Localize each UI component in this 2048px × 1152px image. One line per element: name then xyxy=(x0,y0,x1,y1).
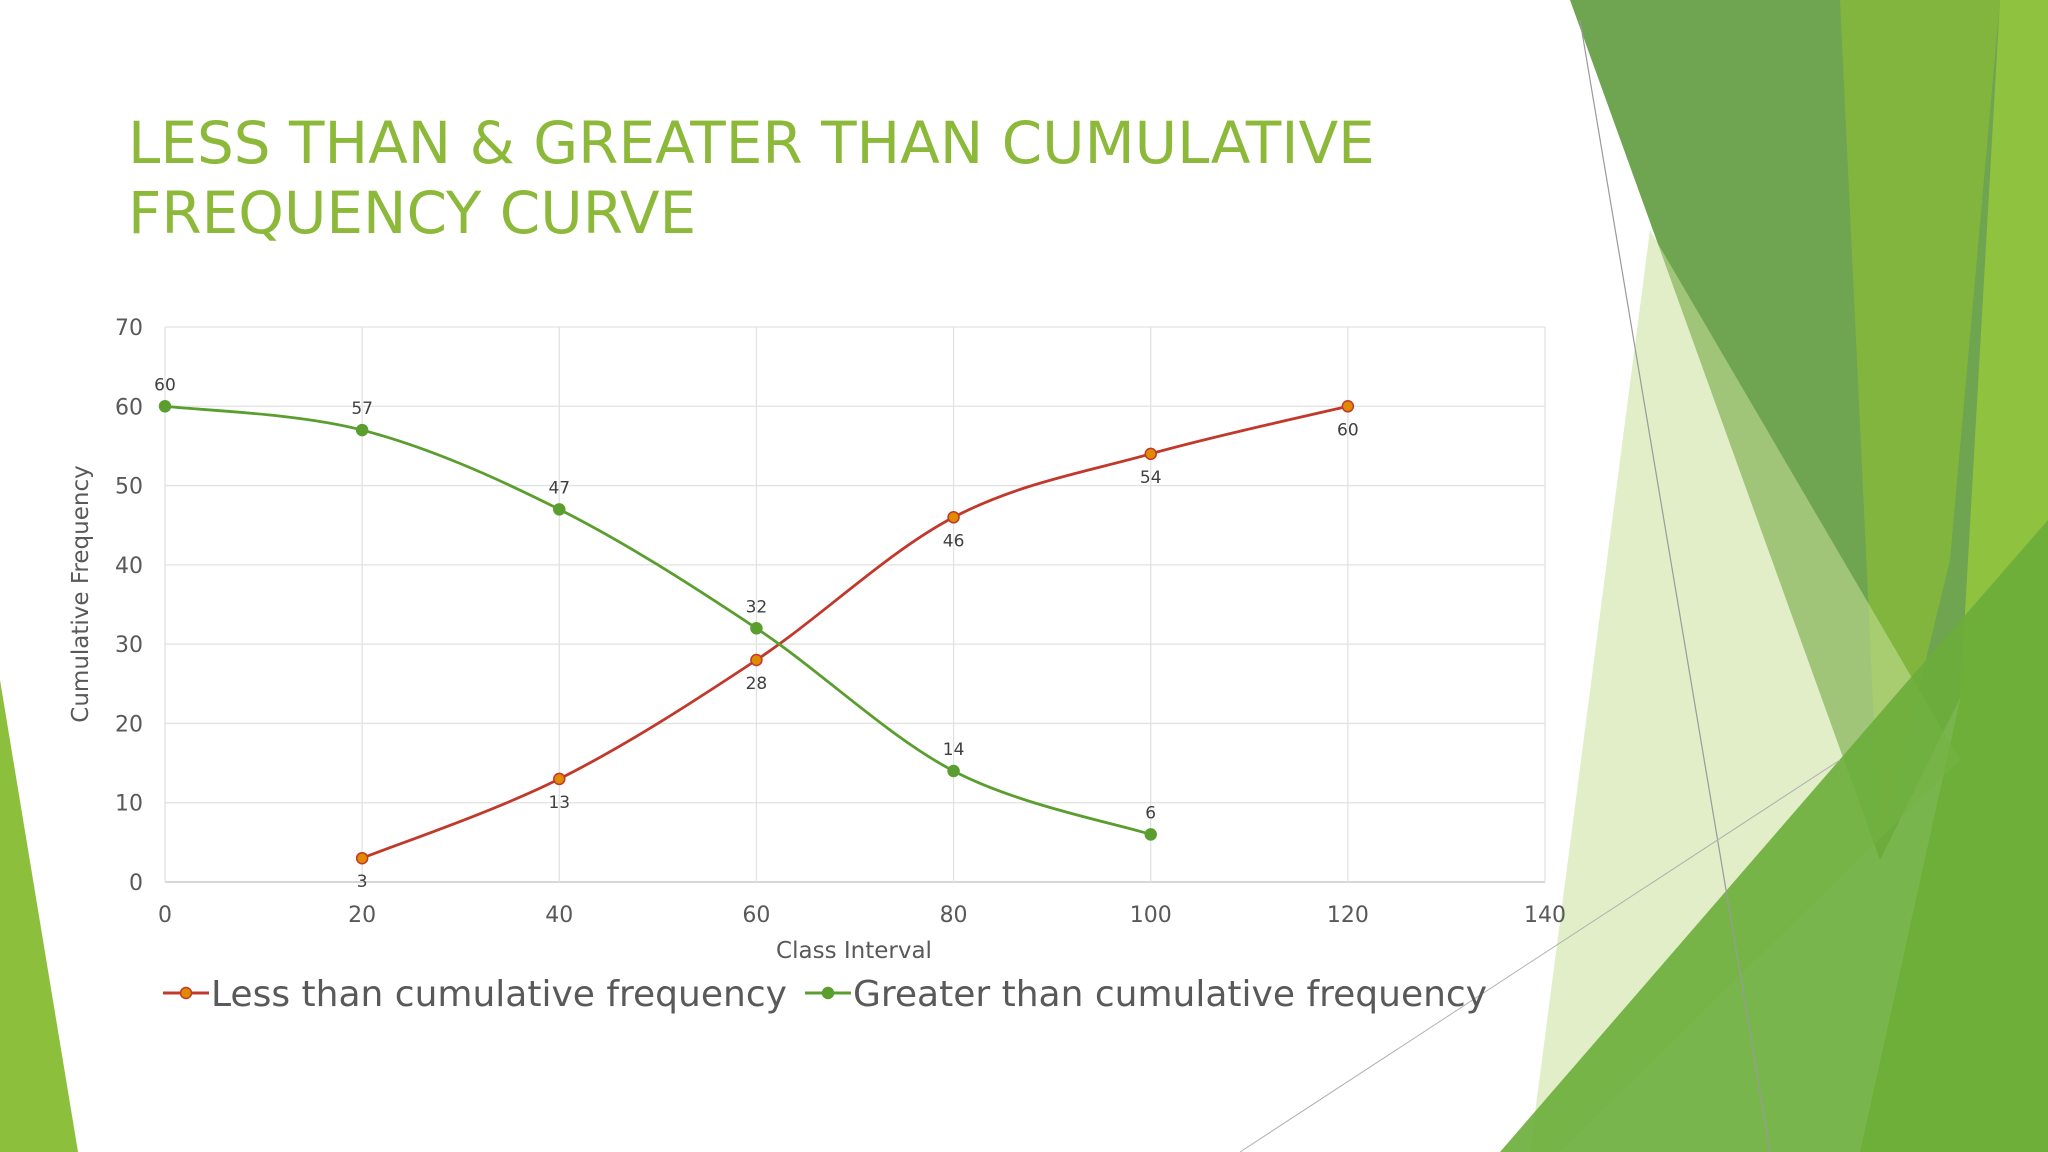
y-tick-label: 30 xyxy=(115,633,143,658)
decor-shape-left xyxy=(0,680,78,1152)
x-tick-label: 40 xyxy=(545,903,573,928)
less-than-data-label: 13 xyxy=(548,793,570,813)
legend-swatch-marker xyxy=(179,986,193,1000)
y-tick-label: 0 xyxy=(129,871,143,896)
greater-than-series: 60 57 47 32 14 6 xyxy=(154,375,1157,841)
x-tick-label: 140 xyxy=(1524,903,1566,928)
x-tick-label: 80 xyxy=(940,903,968,928)
less-than-series: 3 13 28 46 54 60 xyxy=(355,400,1359,892)
x-tick-label: 20 xyxy=(348,903,376,928)
y-tick-label: 40 xyxy=(115,554,143,579)
y-tick-label: 70 xyxy=(115,316,143,341)
greater-than-point xyxy=(750,622,763,635)
x-tick-label: 60 xyxy=(742,903,770,928)
slide-title-line-1: LESS THAN & GREATER THAN CUMULATIVE xyxy=(128,109,1375,177)
legend-swatch-marker xyxy=(821,986,835,1000)
axis-ticks: 0 10 20 30 40 50 60 70 0 20 40 60 80 100 120 140 xyxy=(115,316,1566,928)
greater-than-point xyxy=(1144,828,1157,841)
greater-than-data-label: 57 xyxy=(351,399,373,419)
y-tick-label: 60 xyxy=(115,395,143,420)
series-layer: 3 13 28 46 54 60 60 57 47 32 14 6 xyxy=(154,375,1358,892)
decor-shape-light xyxy=(1530,230,1960,1152)
decor-line-2 xyxy=(1239,759,1841,1152)
less-than-data-label: 3 xyxy=(357,872,368,892)
greater-than-point xyxy=(947,764,960,778)
less-than-point xyxy=(1341,400,1355,413)
slide-title: LESS THAN & GREATER THAN CUMULATIVE FREQ… xyxy=(128,108,1428,248)
decor-line-1 xyxy=(1579,19,1771,1152)
y-axis-title: Cumulative Frequency xyxy=(68,465,94,722)
less-than-data-label: 54 xyxy=(1140,468,1162,488)
y-tick-label: 20 xyxy=(115,712,143,737)
y-tick-label: 10 xyxy=(115,792,143,817)
x-tick-label: 100 xyxy=(1130,903,1172,928)
less-than-data-label: 60 xyxy=(1337,420,1359,440)
x-tick-label: 0 xyxy=(158,903,172,928)
greater-than-data-label: 47 xyxy=(548,478,570,498)
greater-than-point xyxy=(553,503,566,516)
less-than-curve xyxy=(361,404,1349,860)
legend-label: Less than cumulative frequency xyxy=(211,974,787,1015)
greater-than-data-label: 60 xyxy=(154,375,176,395)
decor-shape-lower xyxy=(1500,520,2048,1152)
greater-than-data-label: 14 xyxy=(943,740,965,760)
less-than-point xyxy=(1144,447,1157,461)
less-than-point xyxy=(750,653,763,667)
legend-item-less-than: Less than cumulative frequency xyxy=(163,974,787,1015)
x-tick-label: 120 xyxy=(1327,903,1369,928)
chart-grid xyxy=(164,326,1546,883)
y-tick-label: 50 xyxy=(115,475,143,500)
less-than-point xyxy=(553,772,566,786)
legend-item-greater-than: Greater than cumulative frequency xyxy=(805,974,1487,1015)
greater-than-curve xyxy=(164,404,1152,836)
greater-than-point xyxy=(355,423,369,437)
greater-than-data-label: 6 xyxy=(1145,803,1156,823)
greater-than-point xyxy=(158,400,172,413)
greater-than-data-label: 32 xyxy=(746,597,768,617)
chart-legend: Less than cumulative frequency Greater th… xyxy=(163,974,1487,1015)
less-than-data-label: 28 xyxy=(746,674,768,694)
x-axis-title: Class Interval xyxy=(776,938,932,964)
legend-label: Greater than cumulative frequency xyxy=(853,974,1487,1015)
less-than-data-label: 46 xyxy=(943,531,965,551)
less-than-point xyxy=(947,511,960,524)
less-than-point xyxy=(355,851,369,865)
slide-title-line-2: FREQUENCY CURVE xyxy=(128,179,697,247)
